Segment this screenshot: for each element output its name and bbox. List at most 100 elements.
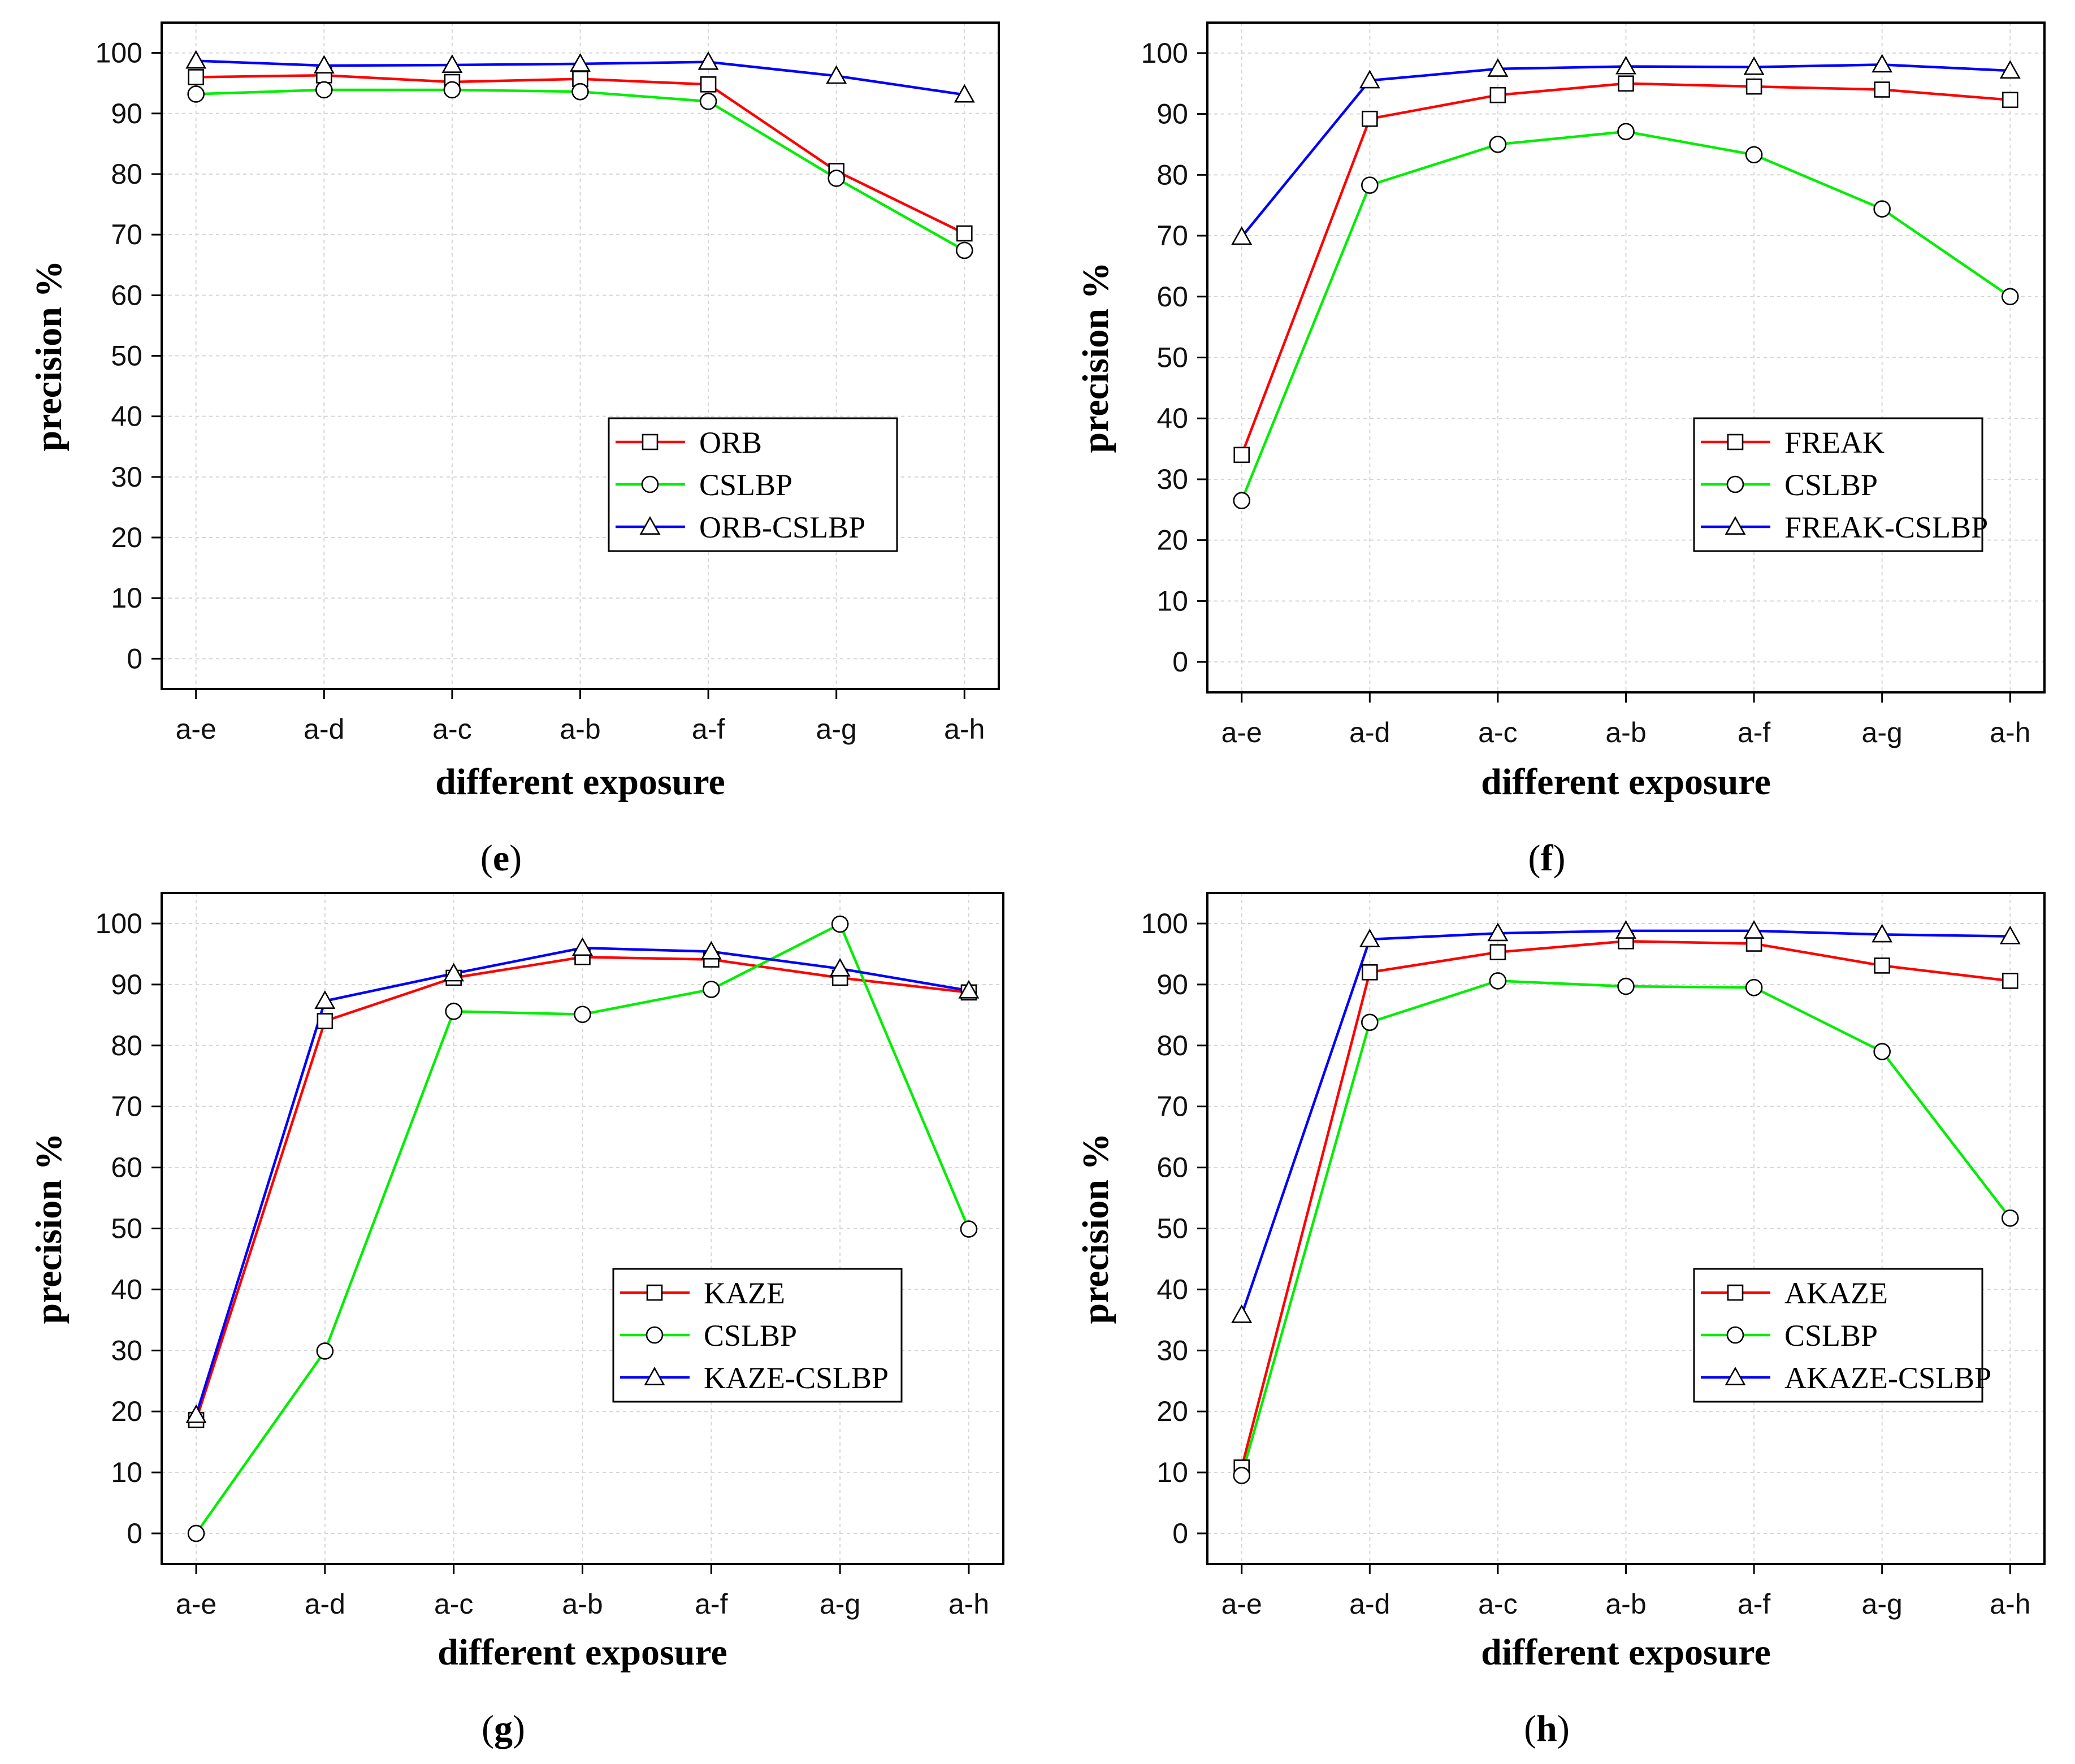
panel-label-paren: (	[482, 1708, 494, 1749]
data-point-cslbp	[1489, 136, 1507, 153]
x-tick-label: a-d	[1349, 1588, 1390, 1620]
y-tick-label: 80	[1156, 1030, 1188, 1061]
y-tick-label: 0	[127, 1518, 142, 1549]
y-tick-label: 50	[111, 1213, 142, 1245]
data-point-orb-cslbp	[698, 51, 719, 70]
legend-marker	[1727, 1284, 1744, 1301]
x-tick-label: a-b	[1605, 1588, 1646, 1620]
y-tick-label: 100	[1141, 908, 1188, 939]
y-tick-label: 40	[1156, 1273, 1188, 1305]
data-point-cslbp	[316, 1342, 334, 1360]
y-tick-label: 100	[96, 908, 142, 939]
x-tick-label: a-e	[1221, 717, 1262, 748]
y-axis-title: precision %	[1075, 1133, 1116, 1324]
y-tick-label: 10	[111, 1457, 142, 1488]
legend-marker	[1727, 434, 1744, 450]
data-point-cslbp	[828, 170, 845, 187]
panel-label-letter: g	[494, 1708, 513, 1749]
data-point-kaze-cslbp	[185, 1404, 207, 1423]
legend: AKAZE CSLBP AKAZE-CSLBP	[1693, 1268, 1991, 1403]
panel-label: (g)	[482, 1708, 525, 1749]
y-tick-label: 70	[1156, 1091, 1188, 1122]
data-point-cslbp	[2001, 288, 2019, 306]
data-point-kaze-cslbp	[314, 990, 336, 1009]
legend-marker	[1726, 475, 1744, 493]
panel-label: (h)	[1524, 1708, 1570, 1749]
x-tick-label: a-h	[944, 713, 985, 745]
data-point-akaze	[1489, 944, 1506, 960]
data-point-cslbp	[443, 81, 461, 99]
data-point-freak	[1745, 78, 1762, 95]
x-tick-label: a-f	[695, 1588, 727, 1620]
x-tick-label: a-g	[816, 713, 857, 745]
data-point-cslbp	[1489, 972, 1507, 990]
data-point-cslbp	[955, 241, 973, 259]
panel-label-paren: )	[1557, 1708, 1570, 1749]
y-tick-label: 30	[111, 1334, 142, 1366]
grid-lines	[1207, 23, 2044, 692]
panel-label-letter: e	[493, 838, 509, 879]
legend-marker	[1725, 1367, 1746, 1385]
data-point-cslbp	[1745, 978, 1763, 996]
x-axis-title: different exposure	[1481, 1632, 1771, 1673]
y-tick-label: 90	[111, 969, 142, 1000]
data-point-cslbp	[1233, 492, 1251, 509]
y-tick-label: 70	[111, 1091, 142, 1122]
x-tick-label: a-c	[432, 713, 471, 745]
panel-label-letter: h	[1536, 1708, 1557, 1749]
x-tick-label: a-d	[1349, 717, 1390, 748]
y-tick-label: 40	[111, 401, 142, 432]
data-point-cslbp	[1617, 123, 1635, 141]
y-tick-label: 50	[1156, 342, 1188, 374]
y-tick-label: 0	[1172, 646, 1188, 678]
data-point-cslbp	[187, 1524, 205, 1542]
y-tick-label: 70	[1156, 220, 1188, 252]
data-point-cslbp	[1873, 1043, 1891, 1060]
legend-marker	[1725, 516, 1746, 535]
legend-label: ORB	[699, 426, 762, 460]
data-point-cslbp	[1873, 200, 1891, 218]
data-point-kaze-cslbp	[443, 963, 465, 982]
y-tick-label: 20	[1156, 525, 1188, 556]
data-point-orb-cslbp	[826, 65, 847, 84]
x-tick-label: a-c	[1478, 717, 1517, 748]
x-tick-label: a-g	[1862, 717, 1903, 748]
panel-label: (e)	[480, 838, 522, 879]
x-tick-label: a-h	[1990, 1588, 2030, 1620]
x-tick-label: a-b	[562, 1588, 603, 1620]
panel-label-paren: (	[1528, 838, 1541, 879]
x-tick-label: a-c	[434, 1588, 473, 1620]
panel-label-paren: )	[509, 838, 522, 879]
y-tick-label: 70	[111, 219, 142, 250]
legend-label: AKAZE-CSLBP	[1784, 1361, 1991, 1395]
y-tick-label: 20	[111, 522, 142, 553]
y-tick-label: 60	[1156, 1152, 1188, 1184]
x-tick-label: a-f	[1738, 717, 1770, 748]
data-point-kaze	[317, 1013, 333, 1029]
y-tick-label: 40	[1156, 402, 1188, 434]
data-point-akaze-cslbp	[1615, 920, 1636, 939]
data-point-akaze-cslbp	[1487, 922, 1509, 942]
y-tick-label: 30	[1156, 463, 1188, 495]
y-tick-label: 20	[1156, 1395, 1188, 1427]
legend-label: FREAK-CSLBP	[1784, 510, 1988, 544]
data-point-cslbp	[831, 915, 849, 933]
chart-panel-f: 0 10 20 30 40 50 60 70 80 90 100 a-e a-d a-c a-b a-f a-g…	[1075, 21, 2046, 879]
data-point-freak	[1233, 447, 1250, 463]
x-axis-title: different exposure	[1481, 761, 1771, 803]
chart-panel-e: 0 10 20 30 40 50 60 70 80 90 100 a-e a-d a-c a-b a-f a-g…	[28, 21, 1000, 879]
legend-label: ORB-CSLBP	[699, 510, 865, 544]
y-tick-label: 20	[111, 1395, 142, 1427]
data-point-cslbp	[1361, 176, 1379, 194]
x-axis-title: different exposure	[437, 1632, 727, 1673]
data-point-cslbp	[445, 1003, 462, 1020]
legend-marker	[642, 434, 659, 450]
y-tick-label: 80	[1156, 159, 1188, 190]
data-point-kaze-cslbp	[829, 957, 851, 977]
legend-marker	[646, 1326, 664, 1344]
data-point-cslbp	[960, 1220, 978, 1238]
y-tick-label: 10	[1156, 1457, 1188, 1488]
y-tick-label: 90	[111, 98, 142, 129]
legend-marker	[644, 1367, 665, 1385]
y-tick-label: 0	[1172, 1518, 1188, 1549]
